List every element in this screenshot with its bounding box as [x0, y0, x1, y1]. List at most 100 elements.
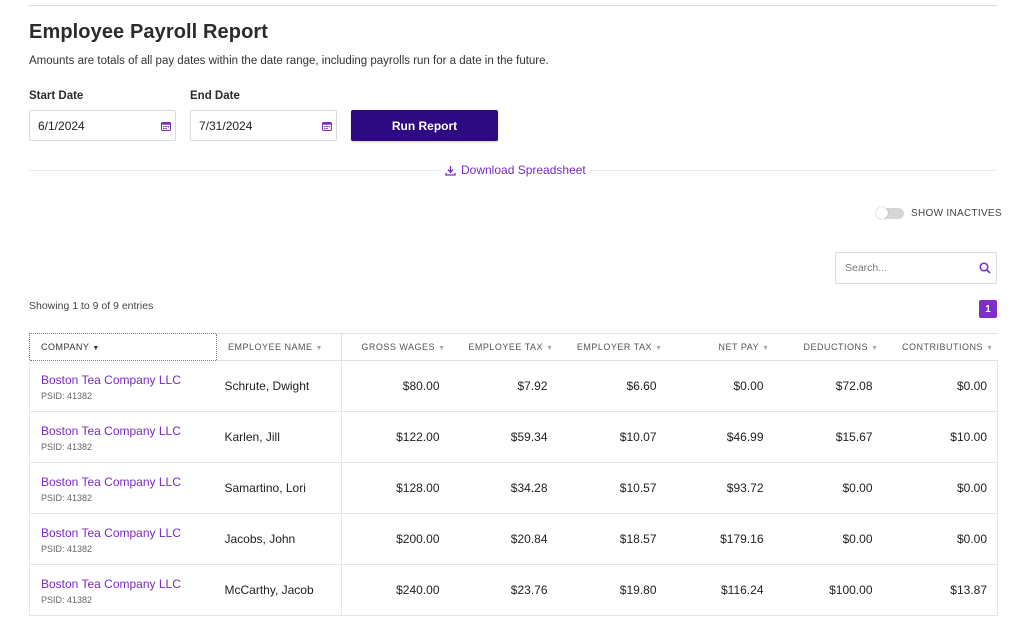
column-header-employee-tax[interactable]: EMPLOYEE TAX ▼	[449, 333, 558, 361]
cell-company: Boston Tea Company LLC PSID: 41382	[29, 513, 217, 565]
cell-employee-tax: $20.84	[449, 513, 558, 565]
search-icon[interactable]	[979, 262, 991, 274]
column-header-label: EMPLOYER TAX	[576, 342, 653, 352]
cell-gross-wages: $128.00	[341, 462, 450, 514]
sort-desc-icon: ▼	[92, 345, 100, 352]
calendar-icon[interactable]	[322, 121, 332, 131]
column-header-label: NET PAY	[718, 342, 760, 352]
column-header-label: DEDUCTIONS	[803, 342, 869, 352]
cell-employer-tax: $6.60	[557, 360, 667, 412]
column-header-contributions[interactable]: CONTRIBUTIONS ▼	[882, 333, 998, 361]
search-input[interactable]	[845, 253, 975, 283]
cell-employer-tax: $19.80	[557, 564, 667, 616]
cell-company: Boston Tea Company LLC PSID: 41382	[29, 411, 217, 463]
start-date-input[interactable]	[38, 111, 148, 140]
cell-employee-name: Samartino, Lori	[216, 462, 342, 514]
table-header-row: COMPANY ▼ EMPLOYEE NAME ▼ GROSS WAGES ▼ EMP…	[29, 333, 998, 361]
top-divider	[29, 5, 997, 6]
table-row: Boston Tea Company LLC PSID: 41382 Karle…	[29, 411, 998, 463]
cell-company: Boston Tea Company LLC PSID: 41382	[29, 462, 217, 514]
column-header-label: GROSS WAGES	[361, 342, 436, 352]
sort-arrow-icon: ▼	[762, 345, 770, 352]
start-date-label: Start Date	[29, 90, 84, 102]
cell-contributions: $13.87	[882, 564, 998, 616]
cell-gross-wages: $80.00	[341, 360, 450, 412]
cell-company: Boston Tea Company LLC PSID: 41382	[29, 360, 217, 412]
cell-deductions: $0.00	[773, 462, 883, 514]
search-field[interactable]	[835, 252, 997, 284]
end-date-field[interactable]	[190, 110, 337, 141]
cell-deductions: $15.67	[773, 411, 883, 463]
cell-employee-tax: $23.76	[449, 564, 558, 616]
cell-employer-tax: $10.07	[557, 411, 667, 463]
column-header-company[interactable]: COMPANY ▼	[29, 333, 217, 361]
column-header-label: EMPLOYEE TAX	[468, 342, 544, 352]
download-spreadsheet-link[interactable]: Download Spreadsheet	[441, 161, 590, 179]
download-label: Download Spreadsheet	[461, 163, 586, 177]
show-inactives-control[interactable]: SHOW INACTIVES	[876, 207, 1002, 219]
psid-label: PSID: 41382	[41, 391, 93, 401]
psid-label: PSID: 41382	[41, 595, 93, 605]
cell-net-pay: $46.99	[666, 411, 774, 463]
run-report-button[interactable]: Run Report	[351, 110, 498, 141]
sort-arrow-icon: ▼	[315, 345, 323, 352]
cell-deductions: $72.08	[773, 360, 883, 412]
cell-net-pay: $179.16	[666, 513, 774, 565]
cell-employee-name: Schrute, Dwight	[216, 360, 342, 412]
company-link[interactable]: Boston Tea Company LLC	[41, 424, 181, 438]
sort-arrow-icon: ▼	[546, 345, 554, 352]
cell-deductions: $0.00	[773, 513, 883, 565]
cell-employee-name: McCarthy, Jacob	[216, 564, 342, 616]
start-date-field[interactable]	[29, 110, 176, 141]
column-header-deductions[interactable]: DEDUCTIONS ▼	[773, 333, 883, 361]
column-header-gross-wages[interactable]: GROSS WAGES ▼	[341, 333, 450, 361]
column-header-employee-name[interactable]: EMPLOYEE NAME ▼	[216, 333, 342, 361]
show-inactives-label: SHOW INACTIVES	[911, 208, 1002, 219]
show-inactives-toggle[interactable]	[876, 207, 904, 219]
cell-employee-name: Karlen, Jill	[216, 411, 342, 463]
sort-arrow-icon: ▼	[655, 345, 663, 352]
cell-net-pay: $116.24	[666, 564, 774, 616]
psid-label: PSID: 41382	[41, 493, 93, 503]
cell-company: Boston Tea Company LLC PSID: 41382	[29, 564, 217, 616]
cell-gross-wages: $200.00	[341, 513, 450, 565]
column-header-net-pay[interactable]: NET PAY ▼	[666, 333, 774, 361]
page-subtitle: Amounts are totals of all pay dates with…	[29, 55, 549, 67]
page-title: Employee Payroll Report	[29, 21, 269, 43]
company-link[interactable]: Boston Tea Company LLC	[41, 373, 181, 387]
cell-employer-tax: $10.57	[557, 462, 667, 514]
cell-employer-tax: $18.57	[557, 513, 667, 565]
payroll-table: COMPANY ▼ EMPLOYEE NAME ▼ GROSS WAGES ▼ EMP…	[29, 333, 998, 616]
cell-employee-name: Jacobs, John	[216, 513, 342, 565]
entries-info: Showing 1 to 9 of 9 entries	[29, 300, 154, 312]
cell-employee-tax: $7.92	[449, 360, 558, 412]
company-link[interactable]: Boston Tea Company LLC	[41, 526, 181, 540]
column-header-label: COMPANY	[41, 342, 90, 352]
column-header-label: CONTRIBUTIONS	[902, 342, 984, 352]
table-row: Boston Tea Company LLC PSID: 41382 Schru…	[29, 360, 998, 412]
table-row: Boston Tea Company LLC PSID: 41382 McCar…	[29, 564, 998, 616]
cell-contributions: $10.00	[882, 411, 998, 463]
calendar-icon[interactable]	[161, 121, 171, 131]
end-date-label: End Date	[190, 90, 240, 102]
company-link[interactable]: Boston Tea Company LLC	[41, 475, 181, 489]
cell-contributions: $0.00	[882, 513, 998, 565]
company-link[interactable]: Boston Tea Company LLC	[41, 577, 181, 591]
pagination-page-1[interactable]: 1	[979, 300, 997, 318]
table-row: Boston Tea Company LLC PSID: 41382 Jacob…	[29, 513, 998, 565]
cell-contributions: $0.00	[882, 462, 998, 514]
cell-employee-tax: $34.28	[449, 462, 558, 514]
end-date-input[interactable]	[199, 111, 309, 140]
cell-deductions: $100.00	[773, 564, 883, 616]
sort-arrow-icon: ▼	[871, 345, 879, 352]
column-header-employer-tax[interactable]: EMPLOYER TAX ▼	[557, 333, 667, 361]
psid-label: PSID: 41382	[41, 442, 93, 452]
cell-gross-wages: $122.00	[341, 411, 450, 463]
cell-contributions: $0.00	[882, 360, 998, 412]
psid-label: PSID: 41382	[41, 544, 93, 554]
toggle-knob	[876, 207, 888, 219]
cell-net-pay: $0.00	[666, 360, 774, 412]
sort-arrow-icon: ▼	[438, 345, 446, 352]
download-icon	[445, 165, 456, 176]
